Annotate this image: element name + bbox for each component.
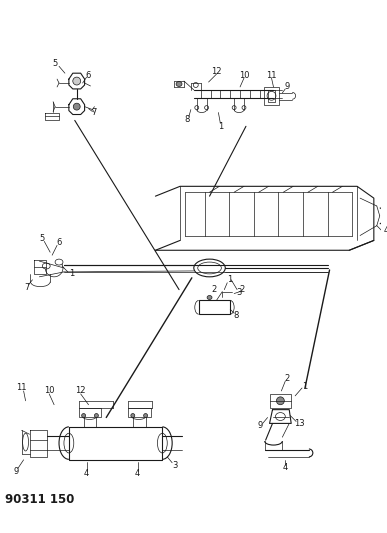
Bar [128, 408, 151, 416]
Bar [199, 301, 230, 314]
Ellipse shape [267, 91, 276, 100]
Ellipse shape [22, 433, 29, 451]
Text: 4: 4 [84, 469, 89, 478]
Ellipse shape [73, 103, 80, 110]
Text: 5: 5 [40, 234, 45, 243]
Text: 9: 9 [257, 421, 262, 430]
Ellipse shape [131, 414, 135, 417]
Ellipse shape [64, 433, 74, 453]
Ellipse shape [198, 262, 221, 274]
Text: 2: 2 [284, 374, 290, 383]
Ellipse shape [158, 433, 167, 453]
Text: 4: 4 [384, 226, 387, 235]
Text: 12: 12 [211, 67, 222, 76]
Text: 7: 7 [92, 108, 97, 117]
Text: 6: 6 [86, 71, 91, 79]
Text: 10: 10 [239, 71, 249, 79]
Text: 90311 150: 90311 150 [5, 493, 74, 506]
Text: 10: 10 [44, 386, 55, 395]
Ellipse shape [194, 259, 225, 277]
Text: 8: 8 [184, 115, 190, 124]
Ellipse shape [94, 414, 98, 417]
Ellipse shape [194, 83, 198, 87]
Text: 6: 6 [57, 238, 62, 247]
Text: 7: 7 [24, 283, 29, 292]
Ellipse shape [144, 414, 147, 417]
Text: 3: 3 [236, 288, 242, 297]
Text: 5: 5 [53, 59, 58, 68]
Ellipse shape [232, 106, 236, 110]
Ellipse shape [55, 259, 63, 265]
Text: 9: 9 [13, 467, 18, 476]
Text: 2: 2 [240, 285, 245, 294]
Bar [79, 408, 101, 416]
Bar [264, 87, 279, 104]
Ellipse shape [276, 397, 284, 405]
Ellipse shape [195, 106, 199, 110]
Text: 13: 13 [294, 419, 305, 428]
Text: 2: 2 [212, 285, 217, 294]
Ellipse shape [207, 295, 212, 300]
Text: 9: 9 [284, 83, 290, 92]
Text: 12: 12 [75, 386, 86, 395]
Text: 11: 11 [16, 384, 27, 392]
Text: 1: 1 [69, 269, 74, 278]
Text: 8: 8 [233, 311, 239, 320]
Text: 1: 1 [302, 382, 308, 391]
Bar [270, 394, 291, 408]
Text: 4: 4 [135, 469, 140, 478]
Ellipse shape [42, 263, 50, 269]
Ellipse shape [276, 413, 285, 421]
Ellipse shape [73, 77, 80, 85]
Ellipse shape [82, 414, 86, 417]
Ellipse shape [242, 106, 246, 110]
Text: 1: 1 [227, 275, 232, 284]
Text: 4: 4 [283, 463, 288, 472]
Ellipse shape [176, 82, 182, 86]
Text: 1: 1 [218, 122, 223, 131]
Text: 11: 11 [266, 71, 277, 79]
Ellipse shape [205, 106, 209, 110]
Text: 3: 3 [173, 461, 178, 470]
